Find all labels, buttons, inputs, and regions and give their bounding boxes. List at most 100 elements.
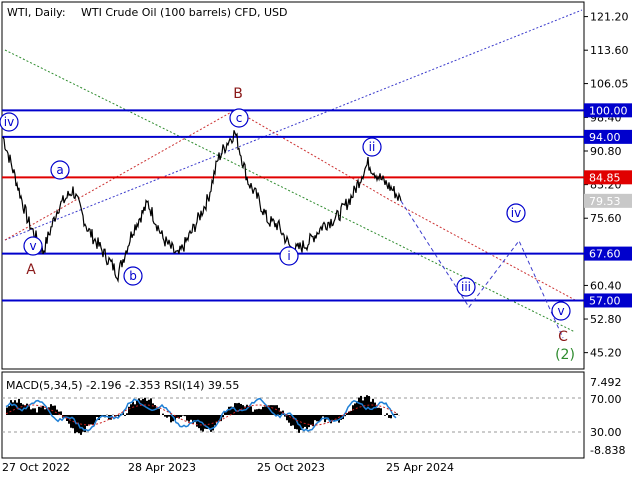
- macd-histogram-bar: [310, 415, 312, 425]
- macd-histogram-bar: [116, 415, 118, 416]
- macd-histogram-bar: [224, 412, 226, 415]
- last-price-label: 79.53: [589, 195, 621, 208]
- forecast-line: [400, 200, 564, 339]
- macd-histogram-bar: [260, 409, 262, 415]
- macd-histogram-bar: [226, 410, 228, 415]
- macd-histogram-bar: [158, 408, 160, 415]
- trend-guide-lines: [4, 9, 583, 333]
- macd-histogram-bar: [8, 406, 10, 415]
- y-tick-label: 60.40: [590, 279, 622, 292]
- macd-histogram-bar: [92, 415, 94, 425]
- macd-histogram-bar: [372, 398, 374, 415]
- macd-histogram-bar: [222, 415, 224, 418]
- macd-histogram-bar: [64, 415, 66, 417]
- macd-histogram-bar: [178, 415, 180, 419]
- macd-histogram-bar: [30, 409, 32, 415]
- indicator-plot-frame: [1, 371, 585, 459]
- wave-label-circle: [229, 108, 249, 128]
- macd-histogram-bar: [32, 408, 34, 415]
- macd-histogram-bar: [18, 398, 20, 415]
- indicator-scale-label-3: 30.00: [590, 426, 622, 439]
- wave-label: iv: [4, 115, 14, 129]
- x-axis-label-1: 27 Oct 2022: [2, 461, 70, 474]
- y-tick-label: 75.60: [590, 212, 622, 225]
- wave-label-circle: [551, 301, 571, 321]
- macd-histogram-bar: [218, 415, 220, 421]
- macd-histogram-bar: [176, 415, 178, 418]
- macd-histogram-bar: [184, 415, 186, 417]
- macd-histogram-bar: [54, 405, 56, 415]
- macd-histogram-bar: [378, 407, 380, 415]
- level-price-box: [584, 293, 632, 308]
- macd-histogram-bar: [374, 402, 376, 415]
- macd-histogram-bar: [128, 406, 130, 415]
- macd-histogram-bar: [94, 415, 96, 423]
- level-price-box: [584, 129, 632, 144]
- macd-histogram-bar: [278, 407, 280, 415]
- price-series: [2, 130, 402, 284]
- macd-histogram-bar: [38, 406, 40, 415]
- macd-histogram-bar: [236, 403, 238, 415]
- indicator-scale-label-2: 70.00: [590, 393, 622, 406]
- macd-histogram-bar: [214, 415, 216, 426]
- macd-histogram-bar: [216, 415, 218, 423]
- macd-histogram-bar: [358, 397, 360, 415]
- macd-histogram-bar: [36, 412, 38, 415]
- macd-histogram-bar: [268, 405, 270, 415]
- macd-histogram-bar: [26, 403, 28, 415]
- macd-histogram-bar: [138, 398, 140, 415]
- macd-histogram-bar: [290, 415, 292, 426]
- macd-histogram-bar: [330, 415, 332, 424]
- macd-histogram-bar: [68, 415, 70, 424]
- macd-histogram-bar: [228, 406, 230, 415]
- macd-histogram-bar: [320, 415, 322, 421]
- macd-histogram-bar: [80, 415, 82, 435]
- level-price-box: [584, 246, 632, 261]
- macd-histogram-bar: [206, 415, 208, 429]
- macd-histogram-bar: [366, 395, 368, 415]
- macd-histogram-bar: [96, 415, 98, 417]
- macd-histogram-bar: [152, 403, 154, 415]
- y-tick-label: 121.20: [590, 11, 629, 24]
- wave-label: A: [26, 262, 36, 278]
- macd-histogram-bar: [46, 408, 48, 415]
- macd-histogram-bar: [390, 415, 392, 419]
- wave-label-circle: [0, 112, 19, 132]
- macd-histogram-bar: [142, 398, 144, 415]
- macd-histogram-bar: [344, 415, 346, 417]
- y-tick-label: 45.20: [590, 347, 622, 360]
- macd-histogram-bar: [44, 409, 46, 415]
- macd-histogram-bar: [326, 415, 328, 420]
- wave-label-circle: [279, 246, 299, 266]
- macd-histogram-bar: [182, 415, 184, 416]
- macd-histogram-bar: [100, 415, 102, 417]
- macd-histogram-bar: [148, 399, 150, 415]
- macd-histogram-bar: [288, 415, 290, 423]
- macd-signal-line: [5, 404, 397, 426]
- level-price-label: 94.00: [589, 131, 621, 144]
- abc-correction-guide: [4, 109, 576, 301]
- macd-histogram-bar: [370, 401, 372, 415]
- macd-histogram-bar: [376, 407, 378, 415]
- macd-histogram-bar: [292, 415, 294, 426]
- macd-histogram-bar: [362, 400, 364, 415]
- macd-histogram-bar: [162, 413, 164, 415]
- level-price-label: 67.60: [589, 248, 621, 261]
- macd-histogram-bar: [86, 415, 88, 427]
- macd-histogram-bar: [14, 400, 16, 415]
- macd-histogram-bar: [168, 415, 170, 417]
- macd-histogram-bar: [134, 404, 136, 415]
- y-tick-label: 52.80: [590, 313, 622, 326]
- wave-label: (2): [555, 347, 575, 363]
- macd-histogram-bar: [88, 415, 90, 425]
- macd-histogram-bar: [302, 415, 304, 429]
- macd-histogram-bar: [90, 415, 92, 425]
- macd-histogram-bar: [210, 415, 212, 432]
- macd-histogram-bar: [250, 406, 252, 415]
- macd-histogram-bar: [380, 408, 382, 415]
- level-price-box: [584, 103, 632, 118]
- symbol-label: WTI, Daily:: [7, 6, 66, 19]
- wave-label: B: [233, 86, 243, 102]
